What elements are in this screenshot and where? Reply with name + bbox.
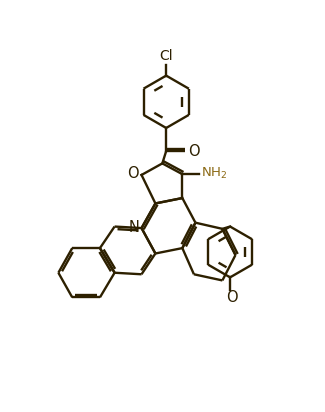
Text: N: N [128, 220, 139, 235]
Text: O: O [226, 290, 238, 305]
Text: NH$_2$: NH$_2$ [201, 166, 227, 181]
Text: O: O [188, 143, 199, 159]
Text: O: O [127, 166, 138, 181]
Text: Cl: Cl [159, 49, 173, 63]
